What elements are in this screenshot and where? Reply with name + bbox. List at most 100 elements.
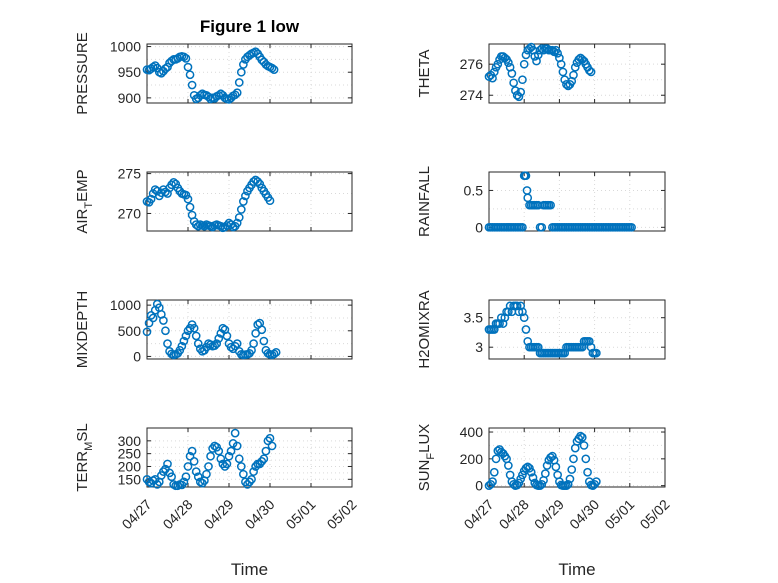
data-point [567,465,577,474]
data-point [185,202,195,212]
data-point [521,325,531,334]
data-point [542,461,552,470]
data-point [230,428,240,438]
data-point [222,459,232,469]
data-point [175,345,185,355]
y-axis-label: AIRTEMP [74,169,95,233]
data-point [232,88,242,98]
subplot-4: 0 0.5 RAINFALL [416,166,666,237]
axes-box [488,427,666,488]
data-point [191,467,201,476]
data-point [509,479,518,489]
data-point [562,481,571,491]
data-point [163,459,172,469]
data-point [514,307,524,317]
data-point [181,54,191,63]
data-point [214,334,224,343]
data-point [512,301,522,311]
data-point [206,451,215,461]
chart-title: Figure 1 low [200,17,300,36]
data-point [511,86,520,95]
y-label-subscript: T [83,202,95,209]
data-point [187,80,197,90]
x-tick-label: 04/29 [531,496,567,532]
data-point [540,469,550,478]
y-tick-label: 1000 [110,297,141,313]
data-point [195,90,205,100]
data-point [516,87,526,97]
data-point [519,59,529,69]
data-point [584,336,594,346]
x-axis-label: Time [558,560,595,579]
data-point [210,341,219,351]
data-point [236,462,246,471]
data-point [232,339,242,348]
y-tick-label: 0 [133,348,141,364]
data-point [519,313,529,323]
data-point [249,339,258,348]
data-point [521,171,531,181]
data-point [507,69,517,78]
data-point [179,52,189,62]
data-point [261,446,271,456]
data-point [592,348,601,358]
data-point [491,454,501,464]
y-label-main: TERR [74,451,91,492]
data-point [563,479,573,489]
y-label-rest: SL [74,423,91,441]
x-tick-label: 04/28 [160,496,196,532]
data-point [504,461,513,470]
data-point [216,454,226,464]
data-point [163,339,172,348]
data-point [583,467,592,477]
y-tick-label: 274 [460,87,484,103]
y-label-main: AIR [74,208,91,233]
data-point [181,331,191,341]
y-label-rest: LUX [416,424,433,453]
y-tick-label: 250 [118,446,142,462]
data-point [202,469,211,479]
subplot-2: 274 276 THETA [416,42,666,104]
data-point [551,462,561,472]
y-tick-label: 900 [118,90,142,106]
data-point [191,331,201,341]
data-point [574,55,584,64]
y-label-main: SUN [416,460,433,492]
data-point [193,339,203,348]
data-point [142,327,152,337]
data-point [498,319,508,328]
data-point [525,463,534,473]
data-point [514,478,524,488]
axes-box [488,171,666,232]
data-point [214,446,224,456]
data-point [251,47,260,57]
data-point [232,218,242,228]
data-point [556,59,566,69]
data-point [234,213,244,222]
data-point [576,431,585,441]
data-point [187,446,197,456]
data-point [584,66,594,75]
data-point [183,62,193,72]
axes-box [146,299,353,360]
data-point [222,331,232,341]
data-point [569,70,578,80]
data-point [521,463,531,473]
data-point [239,60,248,69]
x-tick-label: 04/27 [461,496,497,532]
data-point [581,454,591,464]
data-point [569,454,578,464]
subplot-8: 0 200 400 04/27 04/28 04/29 04/30 05/01 05/02 SUN… [416,424,673,579]
data-point [163,62,172,72]
data-point [226,446,236,456]
x-tick-label: 04/29 [201,496,237,532]
data-point [212,339,222,348]
y-axis-label: THETA [416,49,433,97]
data-point [204,462,213,471]
data-point [504,307,513,317]
data-point [265,433,275,443]
x-tick-label: 04/30 [242,496,278,532]
data-point [163,189,172,198]
data-point [253,320,263,329]
data-point [185,451,195,461]
